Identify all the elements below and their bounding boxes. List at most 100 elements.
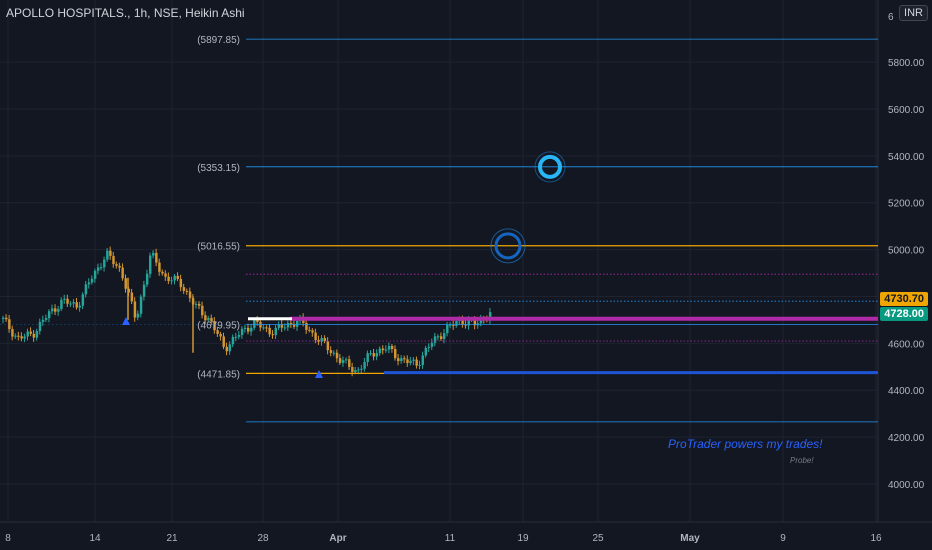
candle-body (443, 333, 446, 339)
candle-body (326, 341, 330, 351)
triangle-up-marker (315, 370, 323, 378)
candle-body (427, 346, 431, 348)
candle-body (412, 359, 415, 361)
candle-body (127, 288, 131, 293)
candle-body (473, 319, 477, 326)
y-tick-label: 5600.00 (888, 105, 925, 116)
candle-body (366, 353, 369, 363)
candle-body (234, 336, 238, 338)
x-tick-label: 28 (257, 533, 269, 544)
candle-body (369, 353, 372, 355)
candle-body (112, 255, 115, 265)
candle-body (72, 302, 75, 304)
candle-body (118, 265, 121, 268)
candle-body (335, 352, 339, 359)
candle-body (32, 333, 36, 338)
candle-body (394, 348, 397, 359)
candle-body (265, 327, 268, 329)
candle-body (286, 322, 290, 328)
candle-body (430, 342, 434, 347)
candle-body (351, 366, 354, 373)
x-tick-label: 11 (445, 533, 456, 544)
candle-body (17, 335, 20, 337)
level-label: (4679.95) (197, 321, 240, 332)
candle-body (308, 329, 311, 331)
candle-body (240, 328, 244, 336)
target-circle (494, 232, 522, 260)
candle-body (142, 284, 146, 297)
candle-body (247, 327, 250, 332)
candle-body (2, 317, 5, 319)
x-tick-label: 14 (89, 533, 101, 544)
candle-body (5, 317, 8, 320)
candle-body (332, 352, 336, 354)
candle-body (100, 267, 103, 269)
candle-body (348, 359, 351, 367)
candle-body (283, 327, 287, 329)
triangle-up-marker (122, 317, 130, 325)
candle-body (345, 359, 348, 361)
candle-body (421, 355, 425, 365)
y-tick-label: 6 (888, 12, 894, 23)
y-tick-label: 4600.00 (888, 339, 925, 350)
candle-body (418, 364, 421, 366)
watermark-text: ProTrader powers my trades! (668, 437, 823, 451)
candle-body (176, 275, 180, 279)
candle-body (222, 336, 225, 347)
candle-body (461, 318, 464, 325)
x-tick-label: 16 (870, 533, 882, 544)
candle-body (103, 259, 106, 268)
y-tick-label: 4000.00 (888, 480, 925, 491)
candle-body (439, 336, 443, 339)
candle-body (152, 252, 155, 256)
candle-body (231, 337, 235, 345)
candle-body (133, 301, 137, 318)
candle-body (375, 353, 379, 357)
candle-body (47, 311, 51, 319)
candle-body (194, 303, 198, 305)
currency-badge[interactable]: INR (899, 5, 928, 21)
candle-body (274, 327, 278, 336)
x-tick-label: 21 (166, 533, 178, 544)
x-tick-label: 8 (5, 533, 11, 544)
candle-body (338, 358, 342, 363)
price-tag-last-a: 4730.70 (880, 292, 928, 306)
candle-body (11, 329, 14, 337)
candle-body (296, 320, 299, 327)
candle-body (436, 336, 440, 338)
candle-body (268, 327, 271, 335)
candle-body (155, 252, 158, 263)
candle-body (446, 324, 449, 334)
candle-body (90, 278, 94, 283)
candle-body (403, 358, 406, 360)
watermark-sub: Probe! (790, 456, 814, 465)
candle-body (161, 271, 164, 274)
level-label: (5353.15) (197, 163, 240, 174)
candle-body (54, 308, 57, 312)
candle-body (35, 331, 39, 338)
candle-body (243, 327, 247, 329)
candle-body (406, 359, 409, 364)
x-tick-label: 9 (780, 533, 786, 544)
candle-body (250, 327, 253, 332)
candle-body (433, 336, 437, 343)
candle-body (387, 346, 391, 350)
candle-body (78, 305, 82, 308)
candle-body (164, 273, 167, 277)
candle-body (488, 312, 492, 321)
candle-body (452, 324, 455, 326)
candle-body (449, 324, 452, 326)
candle-body (262, 327, 265, 329)
candle-body (354, 370, 357, 373)
level-label: (4471.85) (197, 369, 240, 380)
candle-body (173, 275, 176, 281)
candle-body (106, 250, 109, 260)
level-label: (5016.55) (197, 242, 240, 253)
candle-body (69, 303, 72, 305)
candle-body (20, 336, 23, 339)
y-tick-label: 5400.00 (888, 152, 925, 163)
candle-body (198, 303, 201, 306)
candle-body (216, 330, 219, 334)
candle-body (317, 339, 320, 342)
